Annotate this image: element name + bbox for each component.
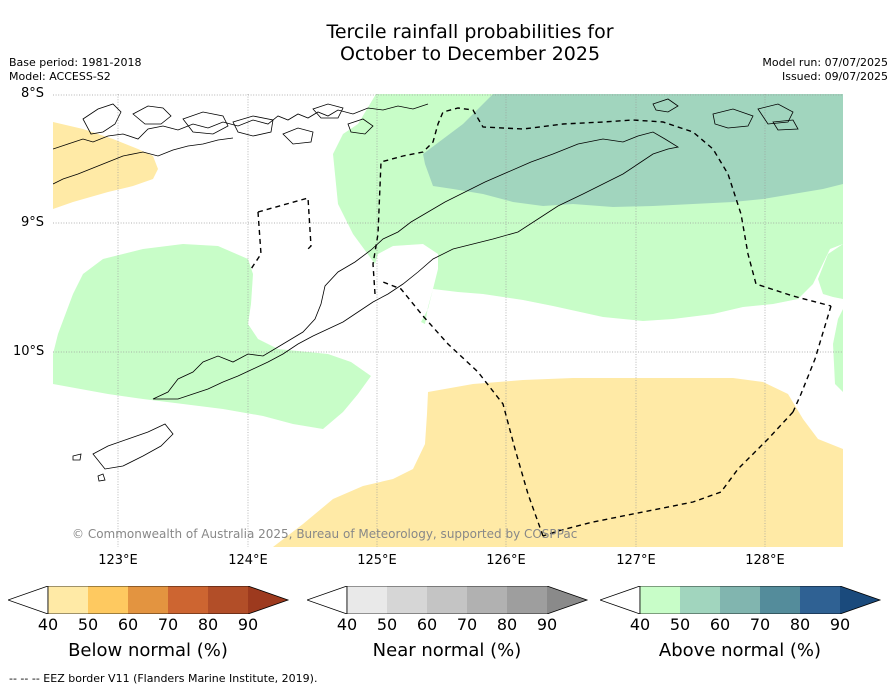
above-colorbar-high-arrow <box>840 586 880 614</box>
above-tick-40: 40 <box>629 615 651 634</box>
map-title-line2: October to December 2025 <box>339 43 601 65</box>
lat-label-10s: 10°S <box>13 344 45 359</box>
near-colorbar-swatch-0 <box>347 586 387 614</box>
eez-footnote: -- -- -- EEZ border V11 (Flanders Marine… <box>9 672 318 685</box>
model-run-label: Model run: 07/07/2025 <box>762 56 888 69</box>
below-tick-40: 40 <box>37 615 59 634</box>
above-colorbar-swatch-2 <box>720 586 760 614</box>
above-colorbar-swatch-0 <box>640 586 680 614</box>
above-normal-40-region-east <box>833 309 843 392</box>
near-tick-90: 90 <box>536 615 558 634</box>
above-tick-60: 60 <box>709 615 731 634</box>
below-colorbar-swatch-3 <box>168 586 208 614</box>
above-colorbar-swatch-4 <box>800 586 840 614</box>
copyright-credit: © Commonwealth of Australia 2025, Bureau… <box>72 527 577 541</box>
below-tick-90: 90 <box>237 615 259 634</box>
above-normal-40-region-west <box>53 244 371 429</box>
above-colorbar-low-arrow <box>600 586 641 614</box>
near-colorbar-swatch-4 <box>507 586 547 614</box>
below-normal-colorbar <box>8 586 290 614</box>
near-tick-80: 80 <box>496 615 518 634</box>
lon-label-127e: 127°E <box>616 553 656 568</box>
below-tick-50: 50 <box>77 615 99 634</box>
above-tick-80: 80 <box>789 615 811 634</box>
above-normal-colorbar <box>600 586 882 614</box>
graticule <box>53 94 843 547</box>
lon-label-126e: 126°E <box>486 553 526 568</box>
below-tick-80: 80 <box>197 615 219 634</box>
model-label: Model: ACCESS-S2 <box>9 70 111 83</box>
above-normal-50-region <box>423 94 843 207</box>
below-colorbar-high-arrow <box>248 586 288 614</box>
near-colorbar-swatch-2 <box>427 586 467 614</box>
above-colorbar-swatch-1 <box>680 586 720 614</box>
lon-label-128e: 128°E <box>745 553 785 568</box>
below-tick-60: 60 <box>117 615 139 634</box>
coastlines <box>53 98 799 482</box>
near-tick-70: 70 <box>456 615 478 634</box>
below-colorbar-swatch-0 <box>48 586 88 614</box>
below-tick-70: 70 <box>157 615 179 634</box>
issued-label: Issued: 09/07/2025 <box>781 70 888 83</box>
below-normal-title: Below normal (%) <box>68 640 228 661</box>
above-colorbar-swatch-3 <box>760 586 800 614</box>
near-normal-colorbar <box>307 586 589 614</box>
map-title-line1: Tercile rainfall probabilities for <box>326 21 614 43</box>
near-colorbar-high-arrow <box>547 586 587 614</box>
below-colorbar-swatch-1 <box>88 586 128 614</box>
lat-label-8s: 8°S <box>21 86 45 101</box>
near-tick-40: 40 <box>336 615 358 634</box>
near-colorbar-swatch-3 <box>467 586 507 614</box>
below-normal-40-region-northwest <box>53 122 158 209</box>
lon-label-125e: 125°E <box>357 553 397 568</box>
eez-border <box>250 107 832 537</box>
near-colorbar-swatch-1 <box>387 586 427 614</box>
above-tick-50: 50 <box>669 615 691 634</box>
near-normal-title: Near normal (%) <box>372 640 522 661</box>
lon-label-123e: 123°E <box>98 553 138 568</box>
below-colorbar-swatch-2 <box>128 586 168 614</box>
below-colorbar-swatch-4 <box>208 586 248 614</box>
near-tick-60: 60 <box>416 615 438 634</box>
above-tick-90: 90 <box>829 615 851 634</box>
near-colorbar-low-arrow <box>307 586 348 614</box>
above-tick-70: 70 <box>749 615 771 634</box>
lon-label-124e: 124°E <box>228 553 268 568</box>
near-tick-50: 50 <box>376 615 398 634</box>
forecast-map: © Commonwealth of Australia 2025, Bureau… <box>53 94 843 547</box>
base-period-label: Base period: 1981-2018 <box>9 56 142 69</box>
above-normal-title: Above normal (%) <box>658 640 822 661</box>
below-normal-40-region-south <box>273 378 843 547</box>
lat-label-9s: 9°S <box>21 215 45 230</box>
below-colorbar-low-arrow <box>8 586 49 614</box>
